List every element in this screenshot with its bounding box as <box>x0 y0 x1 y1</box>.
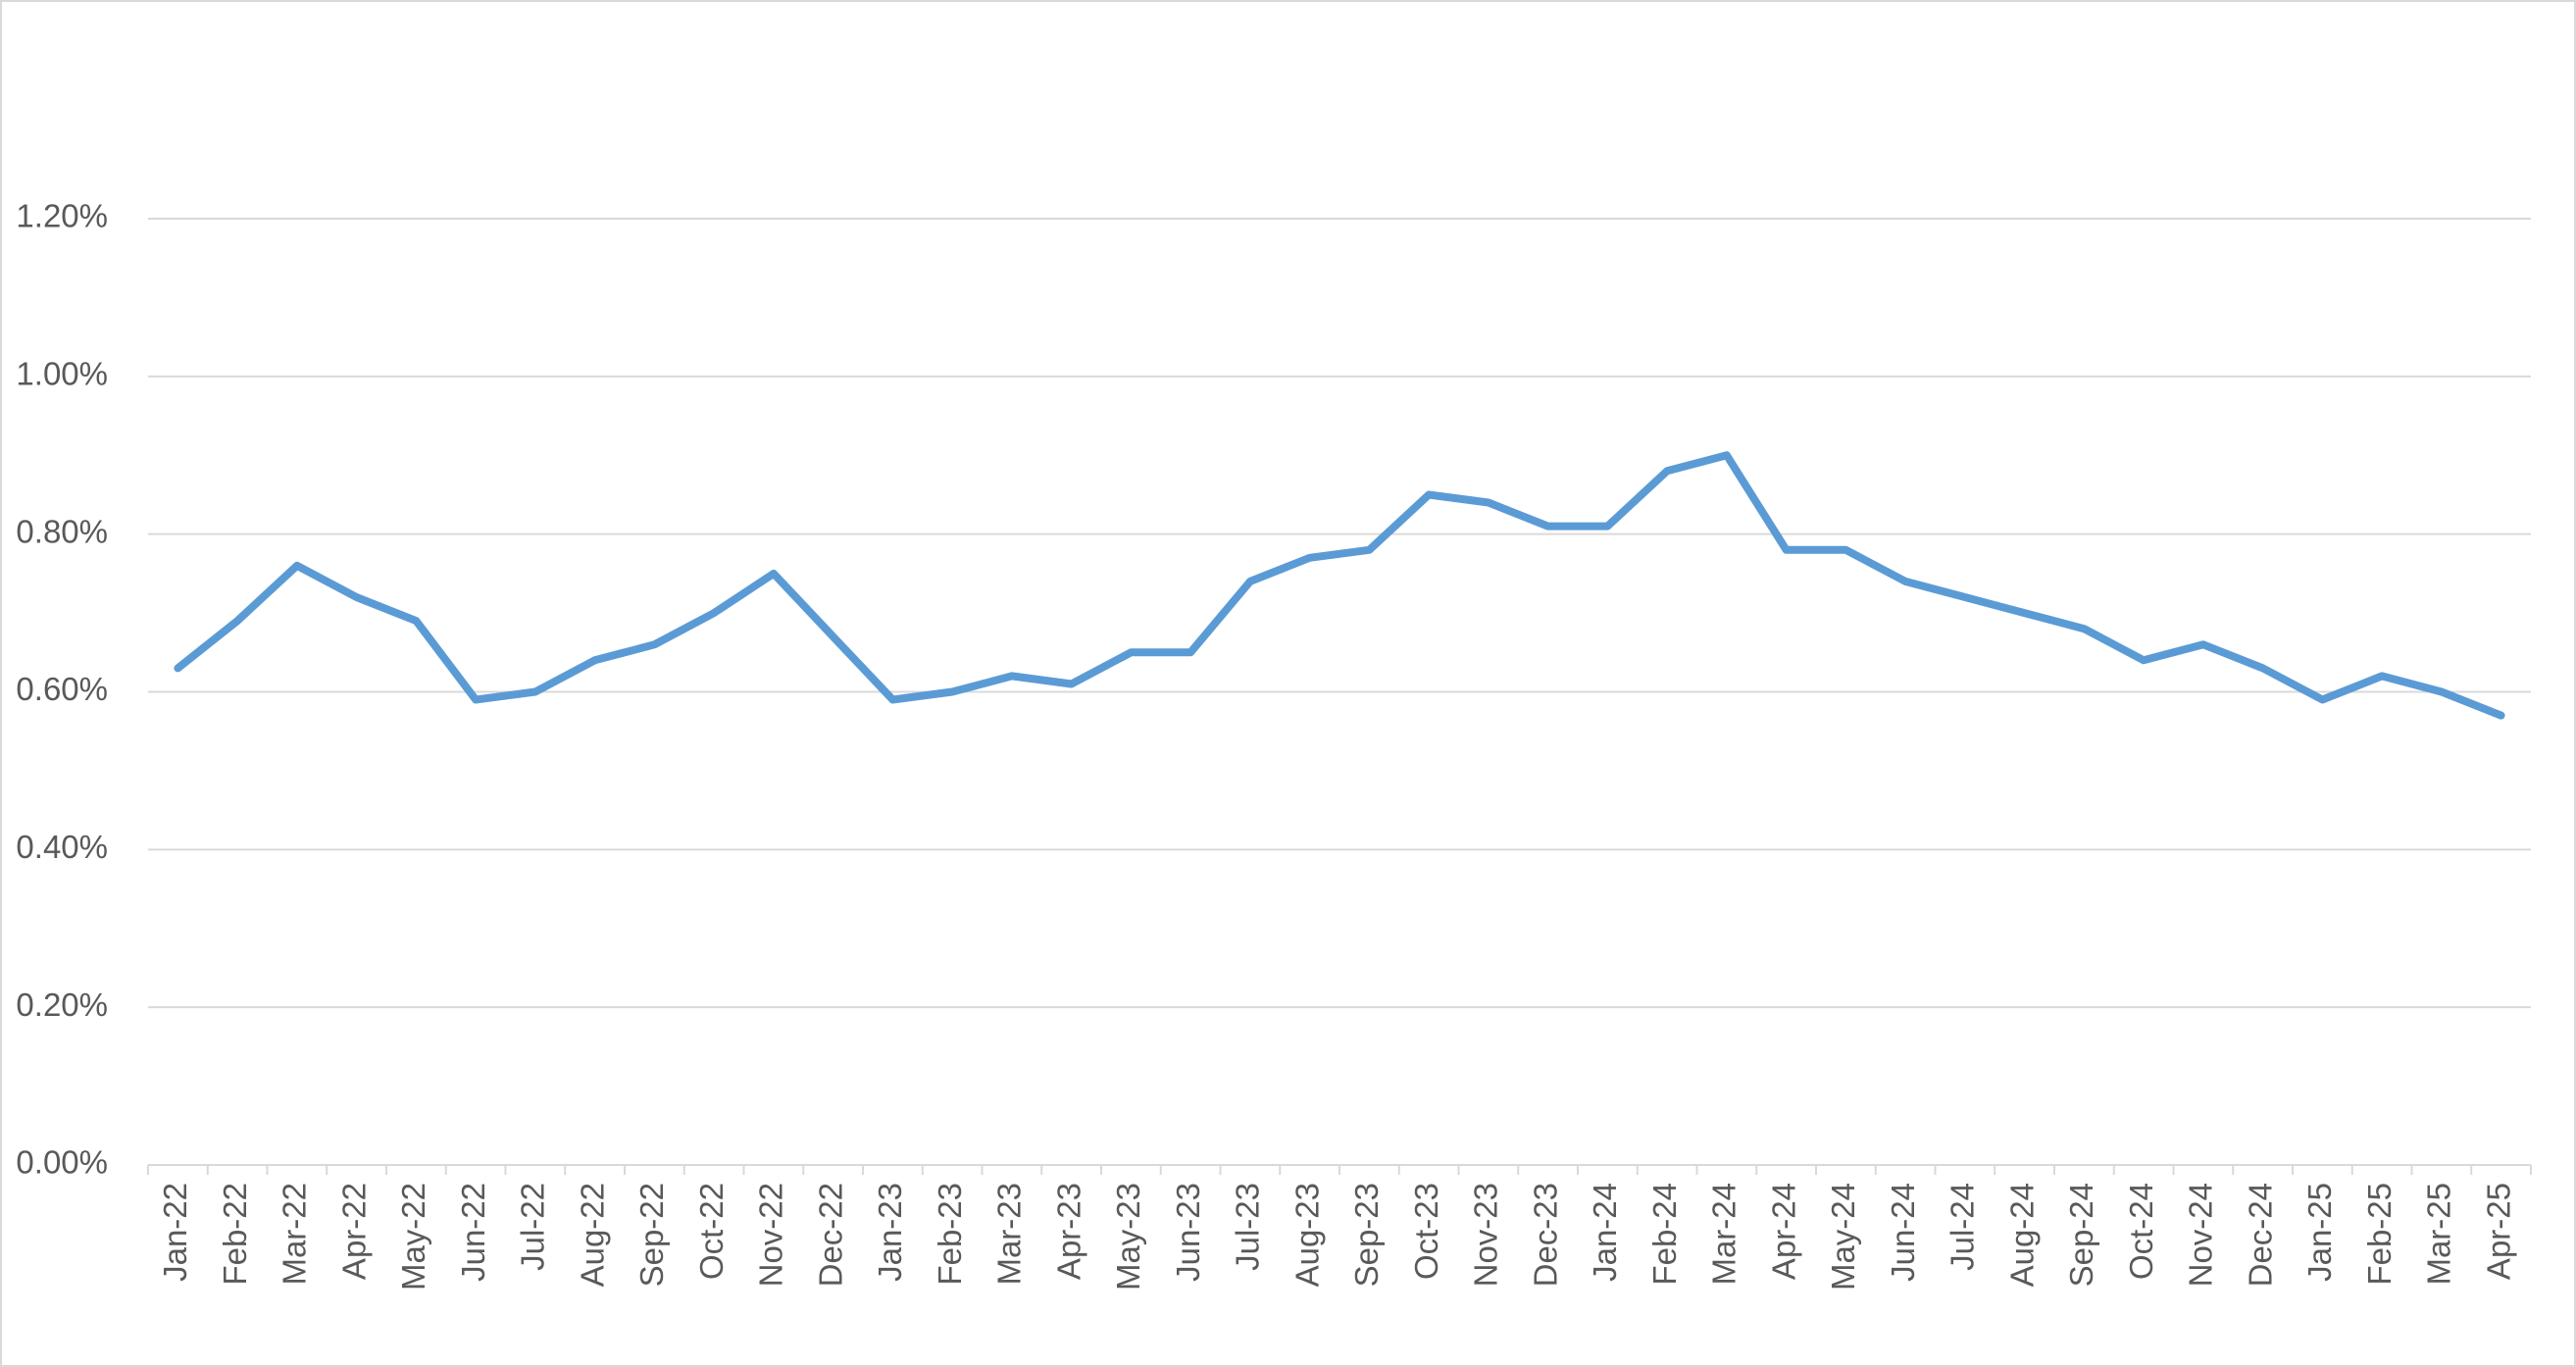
x-tick-label: Jan-22 <box>157 1183 193 1282</box>
y-tick-label: 0.60% <box>16 671 108 707</box>
x-tick-label: Jul-23 <box>1230 1183 1266 1271</box>
x-tick-label: Apr-24 <box>1765 1183 1801 1280</box>
x-tick-label: Jan-24 <box>1587 1183 1623 1282</box>
x-tick-label: Nov-23 <box>1468 1183 1504 1287</box>
x-tick-label: Apr-23 <box>1050 1183 1086 1280</box>
x-tick-label: Mar-22 <box>277 1183 313 1286</box>
x-tick-label: Oct-22 <box>693 1183 730 1280</box>
x-tick-label: Mar-25 <box>2421 1183 2457 1286</box>
x-tick-label: Jul-24 <box>1945 1183 1981 1271</box>
x-tick-label: May-24 <box>1825 1183 1861 1291</box>
y-tick-label: 1.00% <box>16 356 108 392</box>
x-tick-label: Jul-22 <box>515 1183 551 1271</box>
y-tick-label: 0.80% <box>16 513 108 549</box>
x-tick-label: Apr-22 <box>335 1183 372 1280</box>
x-tick-label: May-22 <box>395 1183 431 1291</box>
data-line <box>174 451 2505 720</box>
x-tick-label: Nov-22 <box>753 1183 789 1287</box>
x-tick-label: Feb-22 <box>217 1183 253 1286</box>
x-tick-label: Feb-25 <box>2361 1183 2398 1286</box>
x-tick-label: Sep-23 <box>1348 1183 1385 1287</box>
x-tick-label: Dec-24 <box>2242 1183 2278 1287</box>
x-tick-label: Nov-24 <box>2183 1183 2219 1287</box>
x-tick-label: Sep-24 <box>2063 1183 2099 1287</box>
x-tick-label: Jun-24 <box>1885 1183 1921 1282</box>
y-tick-label: 1.20% <box>16 198 108 234</box>
y-tick-label: 0.00% <box>16 1144 108 1181</box>
x-tick-label: Jun-23 <box>1170 1183 1206 1282</box>
x-tick-label: Aug-23 <box>1288 1183 1325 1287</box>
y-tick-label: 0.20% <box>16 987 108 1023</box>
x-tick-label: Dec-22 <box>812 1183 848 1287</box>
x-tick-label: Jan-23 <box>872 1183 908 1282</box>
x-tick-label: Feb-23 <box>932 1183 968 1286</box>
x-tick-label: Aug-22 <box>574 1183 610 1287</box>
x-tick-label: Mar-23 <box>991 1183 1028 1286</box>
x-tick-label: Dec-23 <box>1527 1183 1563 1287</box>
x-tick-label: Oct-23 <box>1408 1183 1444 1280</box>
x-tick-label: May-23 <box>1110 1183 1146 1291</box>
x-tick-label: Sep-22 <box>633 1183 670 1287</box>
x-tick-label: Oct-24 <box>2123 1183 2159 1280</box>
x-tick-label: Apr-25 <box>2480 1183 2516 1280</box>
y-tick-label: 0.40% <box>16 829 108 865</box>
x-tick-label: Aug-24 <box>2003 1183 2040 1287</box>
x-tick-label: Mar-24 <box>1706 1183 1743 1286</box>
x-tick-label: Feb-24 <box>1646 1183 1683 1286</box>
x-tick-label: Jan-25 <box>2301 1183 2338 1282</box>
x-tick-label: Jun-22 <box>455 1183 491 1282</box>
